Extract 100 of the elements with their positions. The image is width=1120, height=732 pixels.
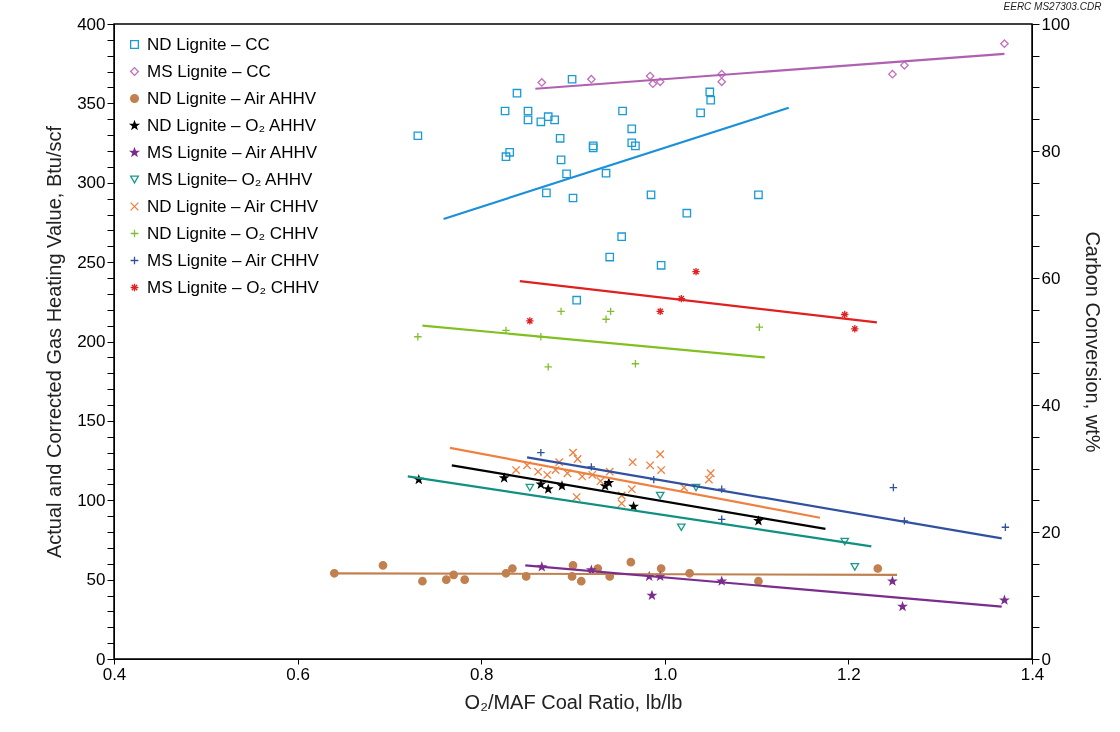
- point: [587, 74, 596, 84]
- point: [554, 457, 564, 467]
- point: [717, 77, 727, 87]
- point: [596, 476, 605, 486]
- point: [572, 295, 582, 305]
- point: [567, 74, 577, 84]
- point: [525, 316, 535, 326]
- y-tick-label: 350: [77, 93, 106, 113]
- point: [505, 147, 515, 157]
- point: [656, 564, 666, 573]
- y-tick-label: 100: [77, 490, 106, 510]
- point: [617, 491, 627, 500]
- point: [655, 491, 665, 500]
- point: [682, 208, 692, 218]
- point: [873, 564, 883, 573]
- point: [573, 454, 582, 464]
- legend-label: MS Lignite– O₂ AHHV: [147, 169, 313, 189]
- legend-label: MS Lignite – Air CHHV: [147, 250, 320, 270]
- point: [617, 232, 627, 242]
- legend-label: ND Lignite – Air AHHV: [147, 88, 317, 108]
- point: [850, 324, 860, 334]
- point: [601, 314, 611, 324]
- point: [717, 576, 726, 585]
- point: [501, 152, 511, 162]
- point: [704, 475, 714, 484]
- point: [627, 124, 637, 134]
- point: [646, 190, 656, 200]
- point: [626, 557, 636, 567]
- point: [543, 112, 553, 122]
- point: [550, 115, 559, 125]
- point: [655, 449, 665, 459]
- point: [525, 483, 535, 492]
- point: [888, 69, 897, 79]
- point: [542, 470, 552, 480]
- y-tick-label: 150: [77, 411, 106, 431]
- x-tick-label: 0.6: [286, 664, 310, 684]
- point: [754, 516, 763, 525]
- point: [840, 537, 850, 546]
- point: [418, 576, 427, 586]
- x-tick-label: 1.2: [837, 664, 861, 684]
- point: [691, 267, 701, 277]
- point: [631, 141, 640, 151]
- y-tick-label: 200: [77, 332, 106, 351]
- y2-tick-label: 20: [1041, 522, 1061, 542]
- point: [542, 188, 551, 198]
- legend-label: ND Lignite – CC: [147, 34, 270, 54]
- point: [717, 69, 727, 79]
- point: [556, 306, 566, 316]
- x-tick-label: 0.8: [469, 664, 494, 684]
- point: [629, 502, 638, 511]
- point: [706, 95, 716, 105]
- legend-label: ND Lignite – O₂ AHHV: [147, 115, 317, 135]
- legend-label: ND Lignite – Air CHHV: [147, 196, 319, 216]
- point: [441, 575, 451, 584]
- point: [618, 106, 627, 116]
- point: [888, 576, 897, 585]
- point: [605, 252, 615, 262]
- point: [645, 71, 655, 81]
- x-tick-label: 1.0: [653, 664, 678, 684]
- point: [655, 306, 665, 316]
- point: [840, 310, 850, 319]
- point: [572, 492, 582, 502]
- y2-tick-label: 60: [1041, 268, 1061, 288]
- point: [523, 115, 533, 125]
- point: [706, 468, 716, 478]
- point: [676, 523, 686, 532]
- legend-label: ND Lignite – O₂ CHHV: [147, 223, 319, 243]
- point: [413, 332, 423, 342]
- point: [508, 564, 517, 573]
- point: [655, 77, 665, 87]
- y-tick-label: 50: [86, 570, 106, 590]
- point: [1000, 39, 1009, 49]
- point: [656, 260, 666, 270]
- legend-label: MS Lignite – Air AHHV: [147, 142, 318, 162]
- point: [605, 467, 615, 477]
- point: [536, 117, 546, 127]
- point: [563, 468, 572, 478]
- point: [601, 168, 611, 178]
- point: [568, 448, 578, 457]
- point: [576, 576, 586, 586]
- point: [413, 131, 423, 141]
- legend-label: MS Lignite – CC: [147, 61, 271, 81]
- legend-label: MS Lignite – O₂ CHHV: [147, 277, 320, 297]
- y2-tick-label: 100: [1041, 14, 1070, 34]
- point: [537, 78, 547, 87]
- y2-axis-title: Carbon Conversion, wt%: [1081, 231, 1104, 453]
- point: [604, 478, 613, 487]
- y-tick-label: 400: [77, 14, 106, 34]
- point: [691, 483, 701, 492]
- point: [627, 484, 637, 494]
- point: [460, 575, 470, 584]
- point: [645, 460, 655, 470]
- y-axis-title: Actual and Corrected Gas Heating Value, Btu/scf: [43, 125, 66, 559]
- y-tick-label: 300: [77, 173, 106, 193]
- point: [551, 465, 560, 475]
- point: [628, 457, 638, 467]
- point: [544, 484, 553, 493]
- point: [536, 448, 546, 457]
- point: [522, 460, 532, 470]
- point: [705, 87, 715, 97]
